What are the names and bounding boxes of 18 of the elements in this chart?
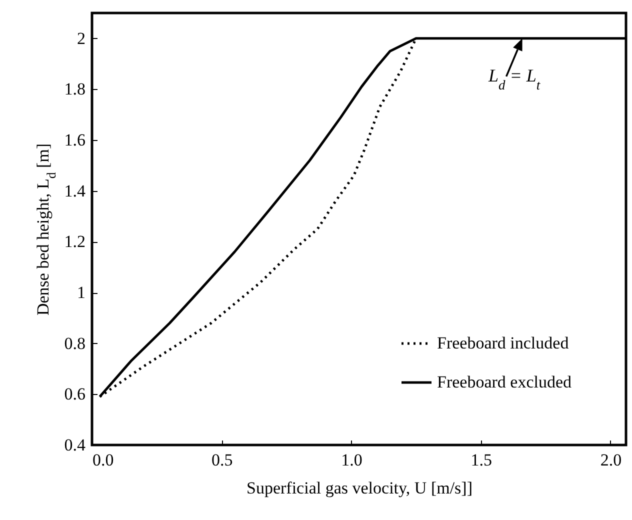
x-tick-label: 0.5 xyxy=(211,450,233,470)
x-tick-label: 1.5 xyxy=(470,450,492,470)
x-tick-label: 2.0 xyxy=(600,450,622,470)
annotation: L$_{d}$ = L$_{t}$ xyxy=(487,65,542,92)
y-tick-label: 0.6 xyxy=(64,384,86,404)
x-tick-label: 1.0 xyxy=(341,450,362,470)
y-tick-label: 1.6 xyxy=(64,130,86,150)
y-tick-label: 1 xyxy=(77,283,86,302)
y-tick-label: 2 xyxy=(77,28,86,48)
y-tick-label: 1.2 xyxy=(64,232,86,252)
legend-label: Freeboard included xyxy=(437,334,570,352)
y-tick-label: 0.4 xyxy=(64,436,86,454)
y-tick-label: 0.8 xyxy=(64,334,86,353)
y-tick-label: 1.4 xyxy=(64,181,86,200)
y-tick-label: 1.8 xyxy=(64,80,86,99)
legend-label: Freeboard excluded xyxy=(437,372,572,392)
x-tick-label: 0.0 xyxy=(92,450,114,470)
x-axis-title: Superficial gas velocity, U [m/s]] xyxy=(246,478,472,498)
